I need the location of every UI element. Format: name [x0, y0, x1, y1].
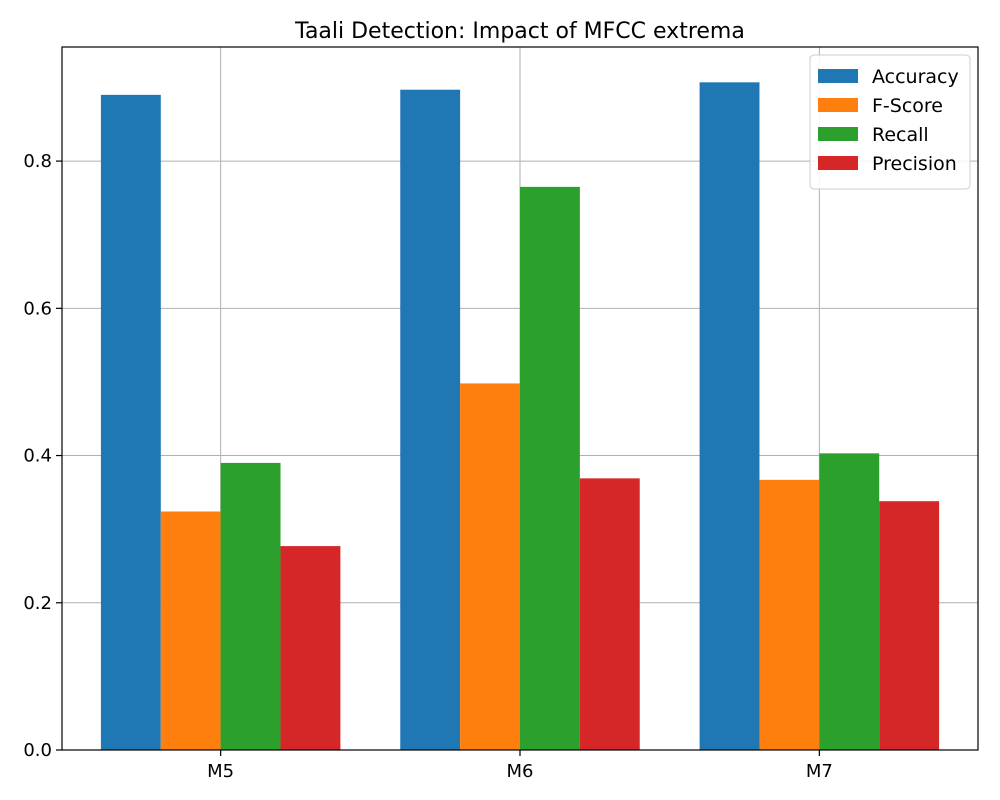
y-tick-label: 0.4 [23, 446, 52, 467]
legend-swatch [818, 98, 858, 112]
bar-f-score-m5 [160, 511, 221, 750]
chart-title: Taali Detection: Impact of MFCC extrema [294, 19, 745, 44]
y-tick-label: 0.8 [23, 151, 52, 172]
bar-f-score-m6 [460, 383, 520, 750]
bar-accuracy-m7 [699, 82, 760, 750]
y-tick-label: 0.2 [23, 593, 52, 614]
legend-box [809, 54, 971, 190]
bar-precision-m5 [280, 546, 341, 750]
legend: Accuracy F-Score Recall Precision [809, 54, 971, 190]
bar-accuracy-m5 [100, 94, 161, 751]
legend-label: Recall [872, 124, 929, 146]
legend-label: Precision [872, 153, 957, 175]
bar-recall-m7 [819, 453, 880, 750]
bar-recall-m5 [220, 462, 281, 750]
bar-f-score-m7 [759, 479, 820, 750]
y-tick-label: 0.6 [23, 298, 52, 319]
x-tick-label: M7 [806, 761, 833, 782]
x-tick-label: M5 [207, 761, 234, 782]
bar-accuracy-m6 [400, 89, 461, 750]
bar-precision-m7 [879, 501, 940, 750]
legend-swatch [818, 69, 858, 83]
plot-area: 0.0 0.2 0.4 0.6 0.8 M5 M6 M7 [23, 46, 979, 782]
legend-swatch [818, 156, 858, 170]
x-tick-label: M6 [507, 761, 534, 782]
legend-label: Accuracy [872, 66, 959, 88]
bar-precision-m6 [579, 478, 640, 750]
bar-recall-m6 [520, 186, 580, 750]
legend-label: F-Score [872, 95, 943, 117]
legend-swatch [818, 127, 858, 141]
y-tick-label: 0.0 [23, 740, 52, 761]
